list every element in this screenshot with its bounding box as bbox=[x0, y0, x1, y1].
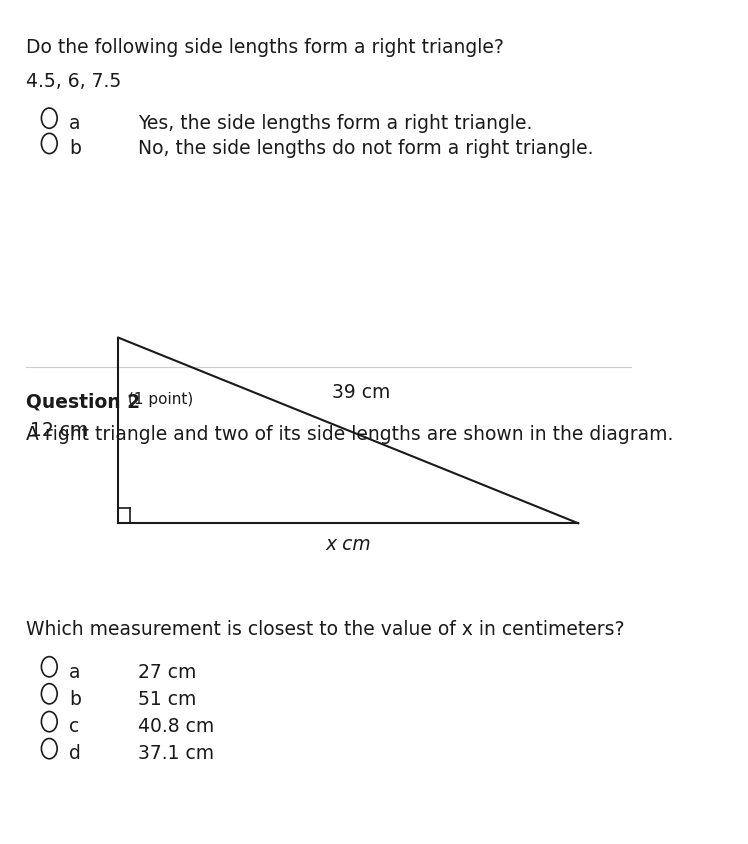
Text: 4.5, 6, 7.5: 4.5, 6, 7.5 bbox=[26, 72, 121, 91]
Text: d: d bbox=[69, 744, 81, 764]
Text: a: a bbox=[69, 663, 81, 682]
Text: 27 cm: 27 cm bbox=[138, 663, 197, 682]
Text: Question 2: Question 2 bbox=[26, 392, 141, 412]
Text: Which measurement is closest to the value of x in centimeters?: Which measurement is closest to the valu… bbox=[26, 620, 625, 640]
Text: b: b bbox=[69, 690, 81, 709]
Text: a: a bbox=[69, 114, 81, 133]
Text: Yes, the side lengths form a right triangle.: Yes, the side lengths form a right trian… bbox=[138, 114, 533, 133]
Text: c: c bbox=[69, 717, 79, 737]
Text: 39 cm: 39 cm bbox=[332, 383, 390, 402]
Text: 40.8 cm: 40.8 cm bbox=[138, 717, 214, 737]
Text: x cm: x cm bbox=[325, 535, 371, 554]
Text: b: b bbox=[69, 139, 81, 159]
Text: A right triangle and two of its side lengths are shown in the diagram.: A right triangle and two of its side len… bbox=[26, 425, 674, 444]
Text: 51 cm: 51 cm bbox=[138, 690, 197, 709]
Text: 37.1 cm: 37.1 cm bbox=[138, 744, 214, 764]
Text: No, the side lengths do not form a right triangle.: No, the side lengths do not form a right… bbox=[138, 139, 593, 159]
Text: 12 cm: 12 cm bbox=[30, 421, 88, 440]
Text: (1 point): (1 point) bbox=[128, 392, 194, 408]
Text: Do the following side lengths form a right triangle?: Do the following side lengths form a rig… bbox=[26, 38, 504, 57]
